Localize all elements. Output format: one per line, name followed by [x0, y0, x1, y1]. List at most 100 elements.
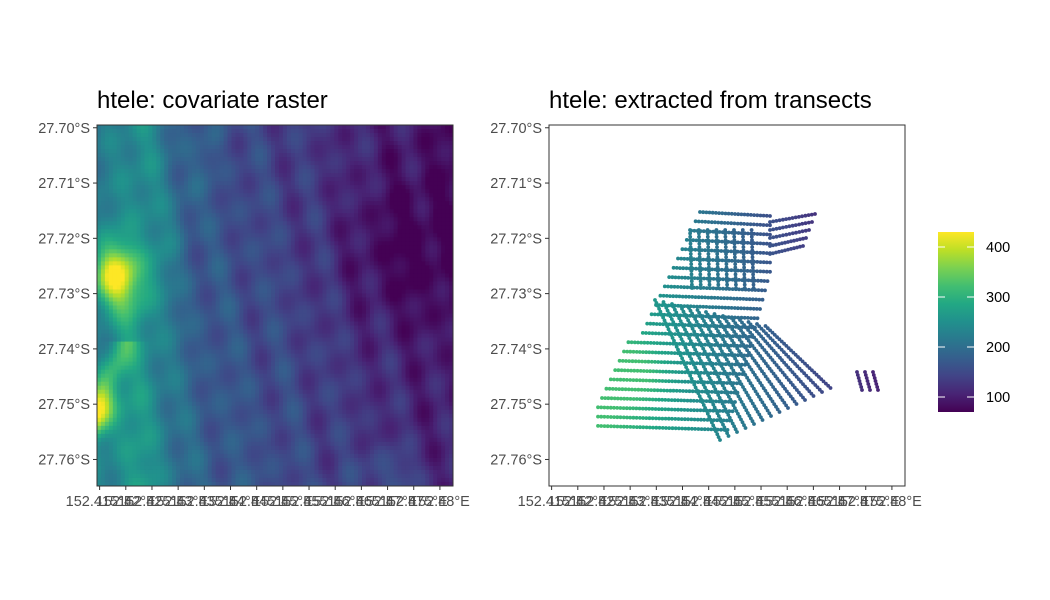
raster-cell: [215, 337, 221, 343]
raster-cell: [124, 257, 130, 262]
raster-cell: [227, 241, 233, 246]
raster-cell: [235, 261, 240, 266]
raster-cell: [310, 337, 316, 343]
raster-cell: [275, 309, 280, 315]
raster-cell: [275, 177, 280, 182]
raster-cell: [124, 233, 130, 238]
raster-cell: [334, 129, 339, 134]
raster-cell: [144, 253, 150, 258]
raster-cell: [294, 321, 300, 327]
raster-cell: [346, 313, 351, 319]
raster-cell: [263, 325, 268, 331]
raster-cell: [354, 305, 359, 311]
raster-cell: [413, 145, 418, 150]
raster-cell: [441, 257, 446, 262]
raster-cell: [140, 277, 146, 283]
raster-cell: [152, 297, 157, 303]
raster-cell: [271, 333, 276, 339]
raster-cell: [263, 297, 268, 303]
raster-cell: [417, 269, 422, 275]
raster-cell: [227, 181, 233, 186]
raster-cell: [180, 141, 185, 146]
raster-cell: [330, 313, 335, 319]
raster-cell: [227, 209, 233, 214]
raster-cell: [302, 257, 308, 262]
raster-cell: [385, 253, 391, 258]
raster-cell: [164, 249, 169, 254]
raster-cell: [140, 261, 146, 266]
raster-cell: [191, 313, 197, 319]
raster-cell: [369, 193, 375, 198]
raster-cell: [290, 133, 296, 138]
raster-cell: [128, 293, 134, 299]
raster-cell: [373, 169, 379, 174]
raster-cell: [160, 241, 165, 246]
raster-cell: [318, 285, 324, 291]
raster-cell: [168, 141, 173, 146]
raster-cell: [239, 165, 244, 170]
raster-cell: [172, 133, 177, 138]
raster-cell: [346, 145, 351, 150]
raster-cell: [168, 305, 173, 311]
raster-cell: [164, 257, 169, 262]
raster-cell: [338, 141, 343, 146]
raster-cell: [350, 129, 355, 134]
raster-cell: [275, 209, 280, 214]
raster-cell: [298, 285, 304, 291]
raster-cell: [381, 161, 387, 166]
raster-cell: [413, 129, 418, 134]
raster-cell: [160, 225, 165, 230]
raster-cell: [275, 313, 280, 319]
raster-cell: [223, 181, 229, 186]
raster-cell: [152, 161, 157, 166]
raster-cell: [350, 133, 355, 138]
raster-cell: [247, 261, 252, 266]
raster-cell: [239, 317, 244, 323]
raster-cell: [318, 169, 324, 174]
raster-cell: [373, 241, 379, 246]
raster-cell: [104, 173, 110, 178]
raster-cell: [330, 161, 335, 166]
raster-cell: [97, 149, 102, 154]
raster-cell: [247, 253, 252, 258]
raster-cell: [326, 193, 331, 198]
raster-cell: [199, 289, 205, 295]
raster-cell: [184, 225, 189, 230]
raster-cell: [338, 257, 343, 262]
raster-cell: [365, 273, 371, 279]
raster-cell: [132, 265, 138, 270]
raster-cell: [275, 229, 280, 234]
raster-cell: [437, 281, 442, 287]
raster-cell: [409, 293, 415, 299]
raster-cell: [112, 341, 118, 347]
raster-cell: [100, 229, 106, 234]
raster-cell: [156, 289, 161, 295]
raster-cell: [239, 249, 244, 254]
raster-cell: [306, 261, 312, 266]
raster-cell: [164, 281, 169, 287]
raster-cell: [211, 221, 217, 226]
raster-cell: [318, 217, 324, 222]
raster-cell: [401, 269, 407, 275]
raster-cell: [342, 269, 347, 275]
raster-cell: [334, 233, 339, 238]
raster-cell: [350, 309, 355, 315]
raster-cell: [278, 301, 284, 307]
raster-cell: [409, 169, 415, 174]
raster-cell: [195, 249, 201, 254]
raster-cell: [350, 265, 355, 270]
raster-cell: [294, 221, 300, 226]
raster-cell: [104, 309, 110, 315]
raster-cell: [441, 137, 446, 142]
raster-cell: [369, 181, 375, 186]
raster-cell: [373, 249, 379, 254]
raster-cell: [168, 217, 173, 222]
raster-cell: [195, 137, 201, 142]
raster-cell: [152, 145, 157, 150]
raster-cell: [389, 169, 395, 174]
raster-cell: [369, 189, 375, 194]
raster-cell: [354, 245, 359, 250]
raster-cell: [172, 217, 177, 222]
raster-cell: [342, 181, 347, 186]
raster-cell: [267, 213, 272, 218]
